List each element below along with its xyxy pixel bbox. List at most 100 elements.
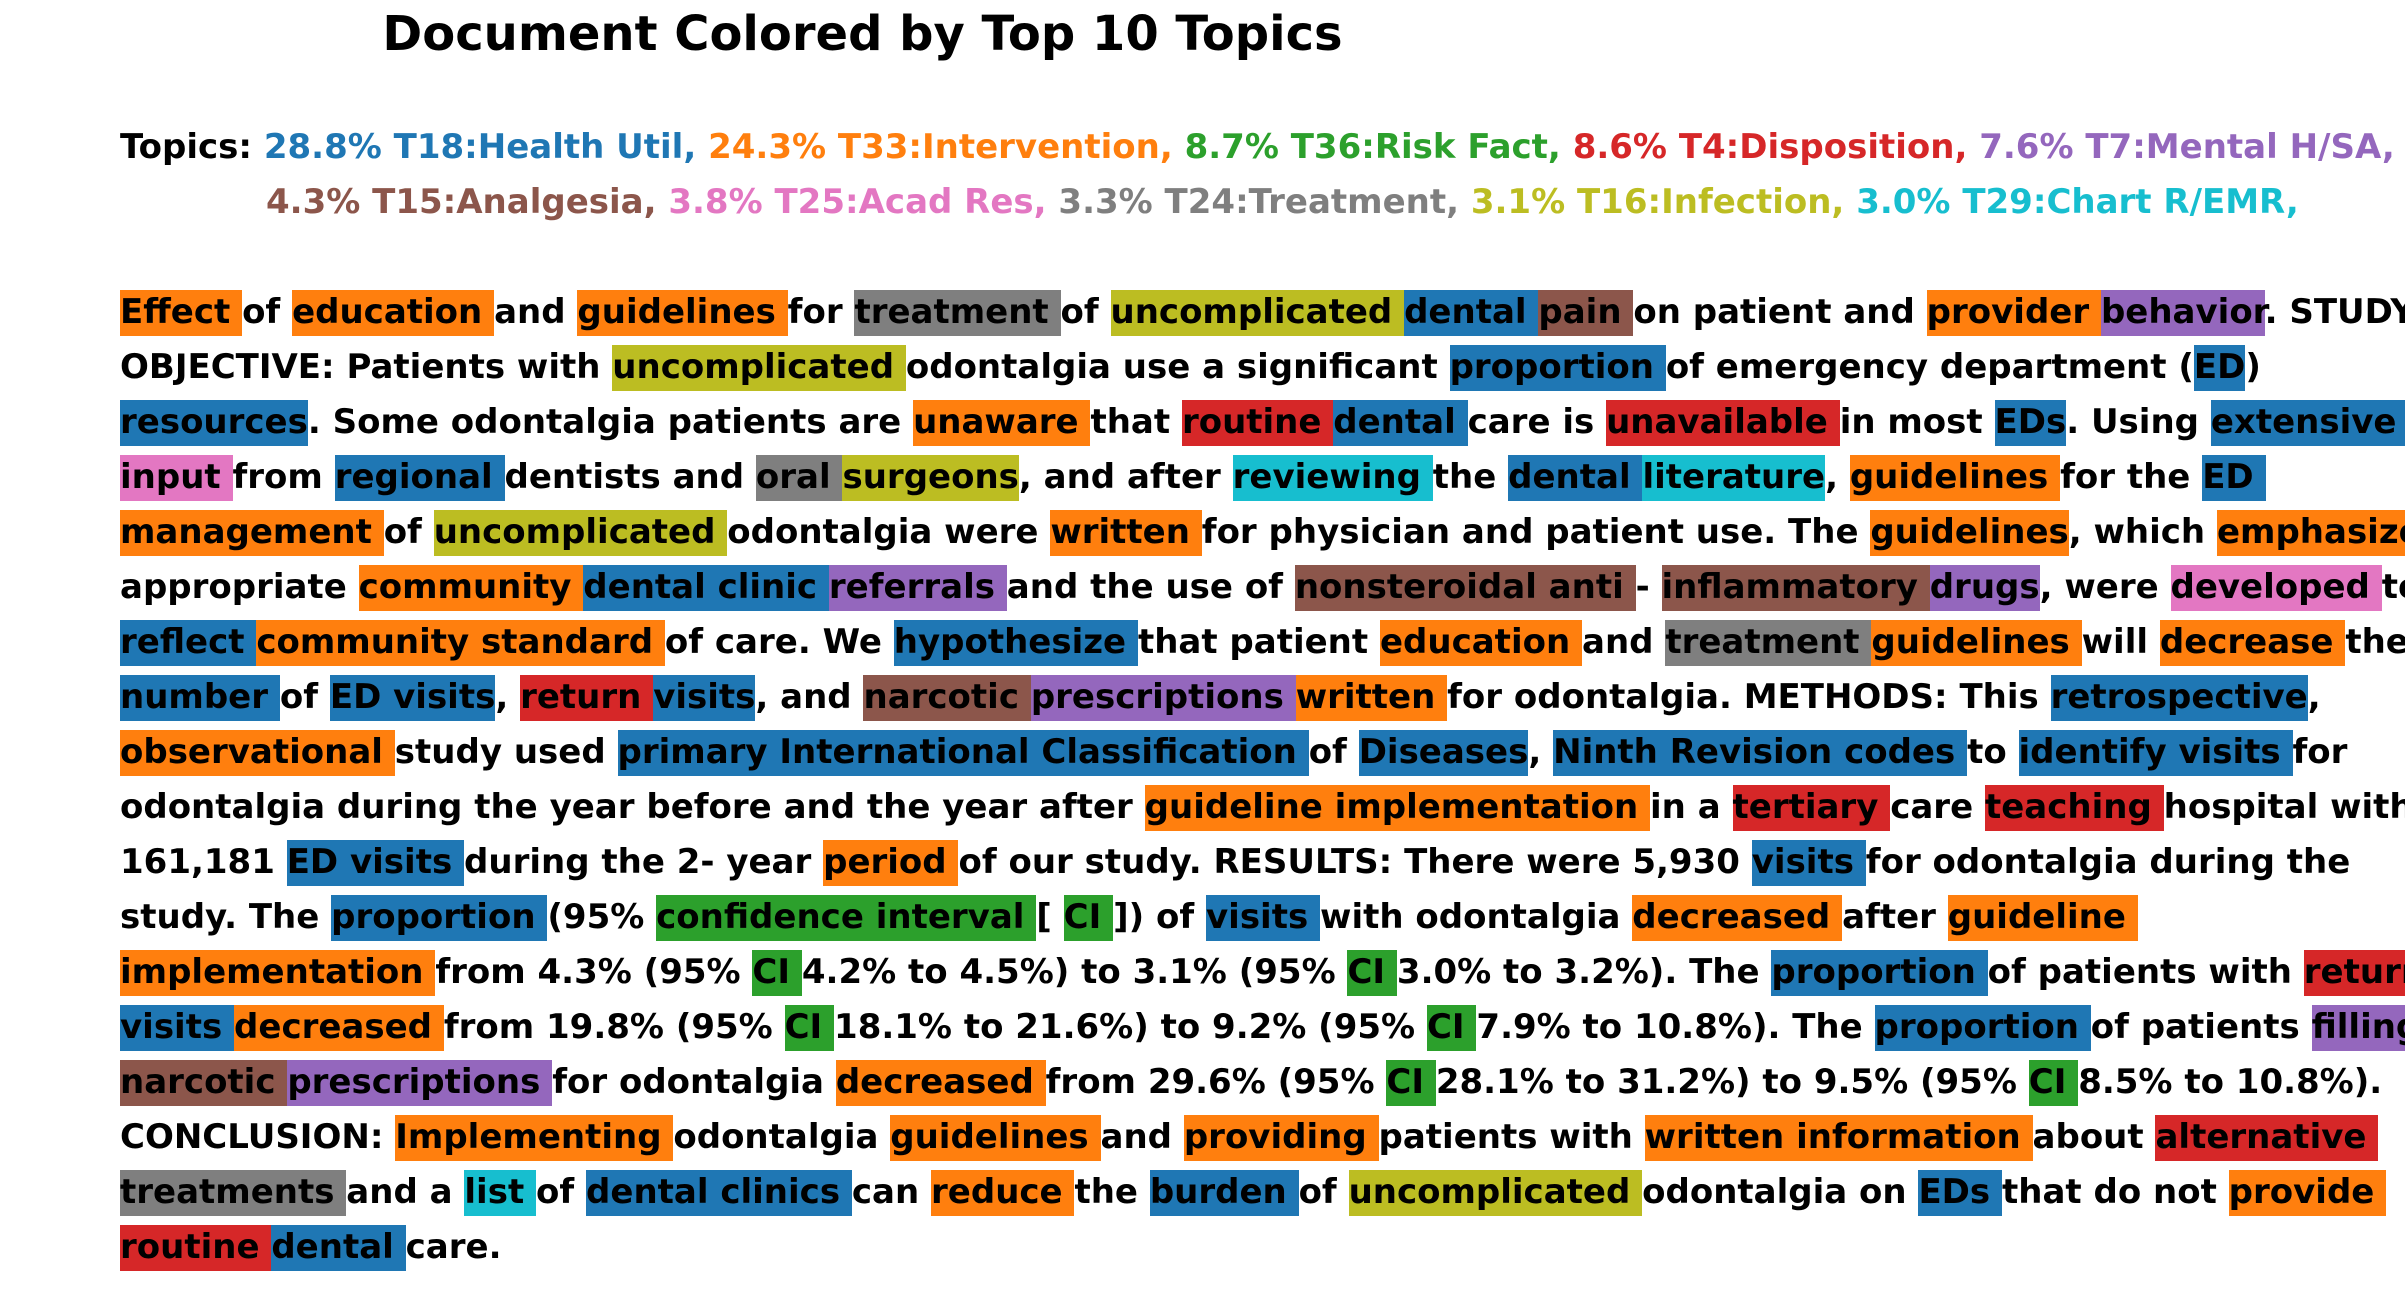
topic-highlight-t16: uncomplicated bbox=[612, 345, 906, 391]
plain-text: from bbox=[232, 457, 335, 497]
text-line: input from regional dentists and oral su… bbox=[120, 450, 2400, 505]
plain-text: . Using bbox=[2066, 402, 2211, 442]
plain-text: for odontalgia bbox=[552, 1062, 836, 1102]
topic-highlight-t33: Effect bbox=[120, 290, 243, 336]
topic-legend-row: Topics: 28.8% T18:Health Util, 24.3% T33… bbox=[120, 120, 2400, 175]
topic-highlight-t7: filling bbox=[2311, 1005, 2405, 1051]
plain-text: odontalgia use a significant bbox=[905, 347, 1450, 387]
topic-highlight-t33: education bbox=[1379, 620, 1582, 666]
text-line: visits decreased from 19.8% (95% CI 18.1… bbox=[120, 1000, 2405, 1055]
topic-legend-item: 3.3% T24:Treatment, bbox=[1058, 182, 1460, 222]
plain-text: from 29.6% (95% bbox=[1045, 1062, 1387, 1102]
topic-legend-item: 7.6% T7:Mental H/SA, bbox=[1979, 127, 2395, 167]
plain-text: can bbox=[851, 1172, 932, 1212]
topic-highlight-t15: narcotic bbox=[120, 1060, 288, 1106]
topic-highlight-t24: treatment bbox=[854, 290, 1061, 336]
topic-highlight-t25: input bbox=[120, 455, 233, 501]
topic-highlight-t24: treatment bbox=[1665, 620, 1872, 666]
topic-highlight-t18: reflect bbox=[120, 620, 257, 666]
topic-highlight-t33: written information bbox=[1644, 1115, 2033, 1161]
plain-text: and a bbox=[346, 1172, 465, 1212]
topic-highlight-t7: referrals bbox=[828, 565, 1007, 611]
topic-highlight-t18: dental bbox=[1404, 290, 1539, 336]
plain-text: , were bbox=[2039, 567, 2171, 607]
topic-highlight-t15: inflammatory bbox=[1661, 565, 1930, 611]
plain-text: during the 2- year bbox=[464, 842, 824, 882]
topic-legend-item: 3.1% T16:Infection, bbox=[1470, 182, 1845, 222]
topic-highlight-t33: guidelines bbox=[890, 1115, 1101, 1161]
plain-text: , and bbox=[755, 677, 864, 717]
plain-text: of our study. RESULTS: There were 5,930 bbox=[958, 842, 1752, 882]
plain-text: the bbox=[2345, 622, 2405, 662]
plain-text: OBJECTIVE: Patients with bbox=[120, 347, 613, 387]
topic-highlight-t18: identify visits bbox=[2018, 730, 2293, 776]
plain-text: of bbox=[1308, 732, 1359, 772]
topic-highlight-t18: proportion bbox=[1874, 1005, 2091, 1051]
plain-text: care. bbox=[405, 1227, 502, 1267]
text-line: resources. Some odontalgia patients are … bbox=[120, 395, 2405, 450]
plain-text: of patients with bbox=[1987, 952, 2304, 992]
plain-text: for physician and patient use. The bbox=[1201, 512, 1871, 552]
topic-highlight-t18: regional bbox=[334, 455, 505, 501]
topic-highlight-t18: primary International Classification bbox=[617, 730, 1309, 776]
text-line: Effect of education and guidelines for t… bbox=[120, 285, 2405, 340]
topic-highlight-t24: oral bbox=[755, 455, 843, 501]
topic-highlight-t4: unavailable bbox=[1606, 400, 1840, 446]
topic-highlight-t33: Implementing bbox=[395, 1115, 674, 1161]
plain-text: 8.5% to 10.8%). bbox=[2078, 1062, 2383, 1102]
topic-highlight-t33: providing bbox=[1183, 1115, 1379, 1161]
text-line: CONCLUSION: Implementing odontalgia guid… bbox=[120, 1110, 2400, 1165]
plain-text: study used bbox=[394, 732, 618, 772]
text-line: appropriate community dental clinic refe… bbox=[120, 560, 2405, 615]
topic-legend-item: 8.6% T4:Disposition, bbox=[1572, 127, 1968, 167]
plain-text: of emergency department ( bbox=[1665, 347, 2194, 387]
topic-highlight-t36: CI bbox=[752, 950, 802, 996]
plain-text: . STUDY bbox=[2264, 292, 2405, 332]
plain-text: ) bbox=[2245, 347, 2261, 387]
plain-text: for the bbox=[2060, 457, 2203, 497]
plain-text: - bbox=[1635, 567, 1662, 607]
topic-highlight-t18: dental bbox=[271, 1225, 406, 1271]
topic-highlight-t18: number bbox=[120, 675, 280, 721]
topic-highlight-t4: return bbox=[520, 675, 654, 721]
plain-text: 4.2% to 4.5%) to 3.1% (95% bbox=[801, 952, 1348, 992]
plain-text: 28.1% to 31.2%) to 9.5% (95% bbox=[1435, 1062, 2029, 1102]
topic-highlight-t25: developed bbox=[2170, 565, 2382, 611]
topic-highlight-t18: dental bbox=[1508, 455, 1643, 501]
topic-highlight-t18: ED bbox=[2193, 345, 2246, 391]
plain-text: of bbox=[1060, 292, 1111, 332]
text-line: narcotic prescriptions for odontalgia de… bbox=[120, 1055, 2400, 1110]
topic-highlight-t18: Diseases bbox=[1358, 730, 1529, 776]
topic-highlight-t18: visits bbox=[1751, 840, 1866, 886]
plain-text: that bbox=[1090, 402, 1182, 442]
topic-highlight-t33: guideline bbox=[1947, 895, 2138, 941]
plain-text: , bbox=[2307, 677, 2321, 717]
topic-highlight-t33: period bbox=[823, 840, 959, 886]
topic-highlight-t18: retrospective bbox=[2050, 675, 2308, 721]
plain-text: care is bbox=[1467, 402, 1607, 442]
plain-text: the bbox=[1432, 457, 1509, 497]
text-line: routine dental care. bbox=[120, 1220, 2400, 1275]
text-line: OBJECTIVE: Patients with uncomplicated o… bbox=[120, 340, 2400, 395]
topic-highlight-t33: decrease bbox=[2159, 620, 2346, 666]
text-line: 161,181 ED visits during the 2- year per… bbox=[120, 835, 2400, 890]
topic-highlight-t16: surgeons bbox=[842, 455, 1019, 501]
plain-text: to bbox=[1967, 732, 2019, 772]
plain-text: of bbox=[1298, 1172, 1349, 1212]
topic-highlight-t33: implementation bbox=[120, 950, 436, 996]
topic-legend-item: 3.8% T25:Acad Res, bbox=[668, 182, 1047, 222]
topic-highlight-t36: CI bbox=[1386, 1060, 1436, 1106]
plain-text: [ bbox=[1036, 897, 1064, 937]
topic-legend-item: 4.3% T15:Analgesia, bbox=[266, 182, 657, 222]
topic-highlight-t4: alternative bbox=[2155, 1115, 2379, 1161]
plain-text: , which bbox=[2068, 512, 2217, 552]
plain-text: , bbox=[1825, 457, 1850, 497]
topic-highlight-t18: ED visits bbox=[329, 675, 496, 721]
plain-text: of care. We bbox=[664, 622, 894, 662]
plain-text: (95% bbox=[547, 897, 657, 937]
topic-highlight-t7: drugs bbox=[1929, 565, 2040, 611]
plain-text: odontalgia during the year before and th… bbox=[120, 787, 1145, 827]
plain-text: 161,181 bbox=[120, 842, 287, 882]
plain-text: study. The bbox=[120, 897, 332, 937]
text-line: implementation from 4.3% (95% CI 4.2% to… bbox=[120, 945, 2405, 1000]
